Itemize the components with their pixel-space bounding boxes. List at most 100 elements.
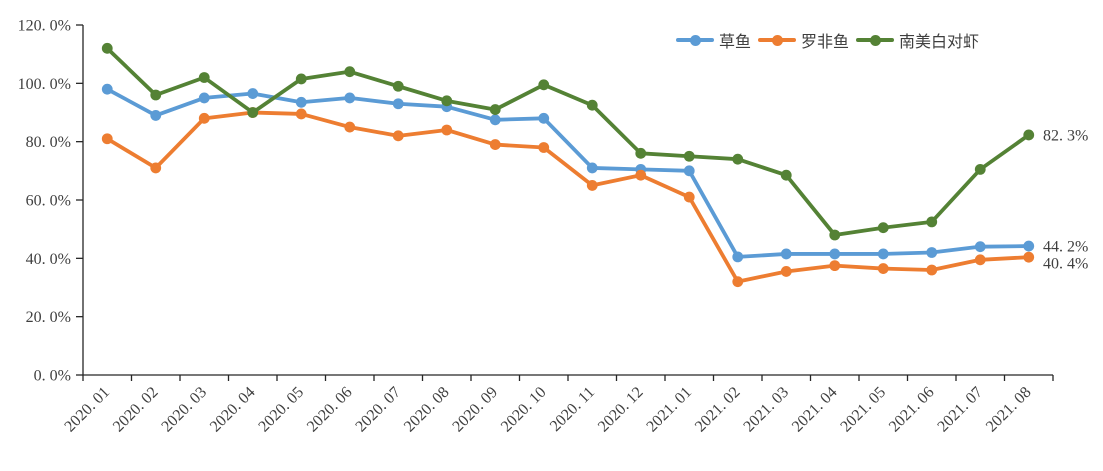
data-point xyxy=(1023,251,1035,263)
data-point xyxy=(198,112,210,124)
data-point xyxy=(683,150,695,162)
data-point xyxy=(732,153,744,165)
x-axis-tick-label: 2020. 01 xyxy=(61,384,113,436)
data-point xyxy=(150,162,162,174)
chart-legend: 草鱼 罗非鱼 南美白对虾 xyxy=(676,28,979,52)
data-point xyxy=(586,99,598,111)
x-axis-tick-label: 2020. 07 xyxy=(352,384,404,436)
data-point xyxy=(829,260,841,272)
series-line xyxy=(105,87,1031,259)
data-point xyxy=(635,147,647,159)
data-point xyxy=(392,98,404,110)
data-point xyxy=(683,165,695,177)
data-point xyxy=(877,222,889,234)
legend-item-nanmeibaiduixia: 南美白对虾 xyxy=(856,28,979,52)
data-point xyxy=(344,92,356,104)
line-marker-icon xyxy=(856,34,895,46)
y-axis-tick-label: 120. 0% xyxy=(18,18,71,35)
axis-line xyxy=(82,25,1053,376)
data-point xyxy=(780,248,792,260)
line-marker-icon xyxy=(676,34,714,46)
x-axis-tick-label: 2021. 03 xyxy=(740,384,792,436)
data-point xyxy=(101,42,113,54)
x-axis-tick-label: 2021. 01 xyxy=(643,384,695,436)
data-point xyxy=(538,142,550,153)
data-point xyxy=(247,107,259,118)
series-line xyxy=(105,46,1031,237)
data-point xyxy=(732,276,744,288)
series-line xyxy=(105,110,1031,284)
y-axis-tick-label: 20. 0% xyxy=(26,309,71,326)
data-point xyxy=(295,73,307,85)
x-axis-tick-label: 2021. 07 xyxy=(934,384,986,436)
x-axis-tick-label: 2020. 04 xyxy=(207,384,259,436)
x-axis-tick-label: 2020. 03 xyxy=(158,384,210,436)
data-point xyxy=(295,96,307,108)
data-point xyxy=(198,92,210,104)
data-point xyxy=(247,88,259,99)
data-point xyxy=(683,191,695,203)
legend-item-caoyu: 草鱼 xyxy=(676,28,751,52)
data-point xyxy=(489,114,501,126)
series-end-value-label: 44. 2% xyxy=(1043,239,1088,256)
data-point xyxy=(489,104,501,115)
series-end-value-label: 82. 3% xyxy=(1043,127,1088,144)
legend-label-caoyu: 草鱼 xyxy=(719,34,752,51)
x-axis-tick-label: 2020. 06 xyxy=(304,384,356,436)
data-point xyxy=(101,133,113,145)
x-axis-tick-label: 2020. 08 xyxy=(401,384,453,436)
data-point xyxy=(1023,129,1035,141)
legend-label-luofeiyu: 罗非鱼 xyxy=(801,34,850,51)
x-axis-tick-label: 2020. 12 xyxy=(595,384,647,436)
data-point xyxy=(926,216,938,228)
x-axis-tick-label: 2021. 04 xyxy=(789,384,841,436)
data-point xyxy=(586,180,598,191)
data-point xyxy=(926,264,938,276)
data-point xyxy=(150,89,162,101)
data-point xyxy=(441,124,453,136)
data-point xyxy=(974,254,986,266)
x-axis-tick-label: 2021. 05 xyxy=(837,384,889,436)
data-point xyxy=(198,72,210,83)
data-point xyxy=(829,229,841,241)
data-point xyxy=(877,263,889,274)
data-point xyxy=(780,266,792,277)
data-point xyxy=(344,121,356,133)
x-axis-tick-label: 2020. 11 xyxy=(547,384,598,435)
x-axis-tick-label: 2020. 05 xyxy=(255,384,307,436)
x-axis-tick-label: 2021. 06 xyxy=(886,384,938,436)
y-axis-tick-label: 60. 0% xyxy=(26,193,71,210)
y-axis-tick-label: 80. 0% xyxy=(26,134,71,151)
data-point xyxy=(489,139,501,150)
data-point xyxy=(392,130,404,142)
legend-label-nanmeibaiduixia: 南美白对虾 xyxy=(899,34,980,51)
data-point xyxy=(538,79,550,91)
x-axis-tick-label: 2020. 02 xyxy=(110,384,162,436)
x-axis-tick-label: 2020. 10 xyxy=(498,384,550,436)
y-axis-tick-label: 0. 0% xyxy=(34,368,71,385)
data-point xyxy=(150,110,162,121)
x-axis-tick-label: 2020. 09 xyxy=(449,384,501,436)
data-point xyxy=(974,241,986,253)
data-point xyxy=(538,112,550,124)
data-point xyxy=(635,169,647,181)
y-axis-tick-label: 100. 0% xyxy=(18,76,71,93)
data-point xyxy=(732,251,744,263)
x-axis-tick-label: 2021. 08 xyxy=(983,384,1035,436)
data-point xyxy=(101,83,113,95)
line-marker-icon xyxy=(758,34,797,46)
data-point xyxy=(586,162,598,174)
data-point xyxy=(926,247,938,258)
data-point xyxy=(392,80,404,92)
series-end-value-label: 40. 4% xyxy=(1043,256,1088,273)
y-axis-tick-label: 40. 0% xyxy=(26,251,71,268)
data-point xyxy=(974,163,986,175)
legend-item-luofeiyu: 罗非鱼 xyxy=(758,28,849,52)
x-axis-tick-label: 2021. 02 xyxy=(692,384,744,436)
data-point xyxy=(877,248,889,260)
data-point xyxy=(1023,240,1035,252)
data-point xyxy=(829,248,841,260)
data-point xyxy=(780,169,792,181)
